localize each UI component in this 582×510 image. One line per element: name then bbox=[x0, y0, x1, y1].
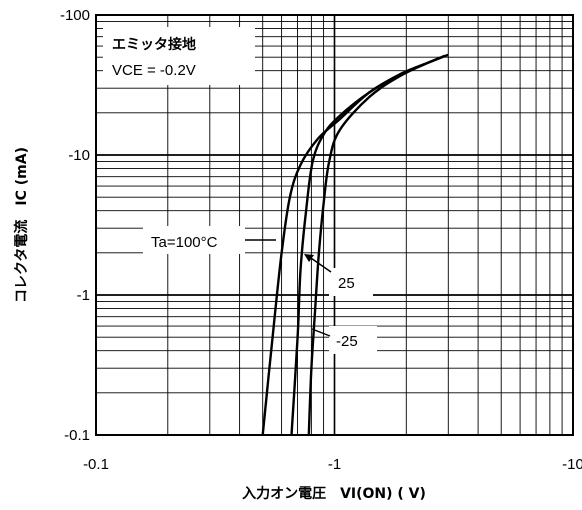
series-label: -25 bbox=[336, 333, 358, 350]
annotations: エミッタ接地 VCE = -0.2V Ta=100°C 25 -25 bbox=[103, 27, 377, 354]
series-label-pointer bbox=[311, 328, 331, 337]
series-label: 25 bbox=[338, 275, 355, 292]
condition-box bbox=[103, 27, 255, 85]
condition-note: VCE = -0.2V bbox=[112, 62, 196, 79]
x-tick-label: -10 bbox=[562, 456, 582, 473]
series-label-box bbox=[329, 268, 373, 296]
condition-note: エミッタ接地 bbox=[112, 36, 196, 53]
y-tick-label: -100 bbox=[60, 7, 90, 24]
x-axis-title: 入力オン電圧 VI(ON) ( V) bbox=[242, 485, 426, 502]
y-tick-label: -0.1 bbox=[64, 427, 90, 444]
arrowhead bbox=[304, 254, 314, 262]
y-tick-label: -10 bbox=[68, 147, 90, 164]
y-axis-title: コレクタ電流 IC (mA) bbox=[13, 147, 30, 303]
x-tick-label: -0.1 bbox=[83, 456, 109, 473]
series-label-box bbox=[143, 226, 245, 254]
series-label-pointer bbox=[307, 255, 332, 273]
x-tick-label: -1 bbox=[328, 456, 341, 473]
series-label-box bbox=[329, 326, 377, 354]
tick-labels: -0.1 -1 -10 -100 -10 -1 -0.1 bbox=[60, 7, 582, 473]
y-tick-label: -1 bbox=[77, 287, 90, 304]
plot-frame bbox=[95, 14, 574, 436]
series-label: Ta=100°C bbox=[151, 234, 218, 251]
series-lines bbox=[261, 53, 449, 436]
series-line bbox=[307, 53, 449, 436]
